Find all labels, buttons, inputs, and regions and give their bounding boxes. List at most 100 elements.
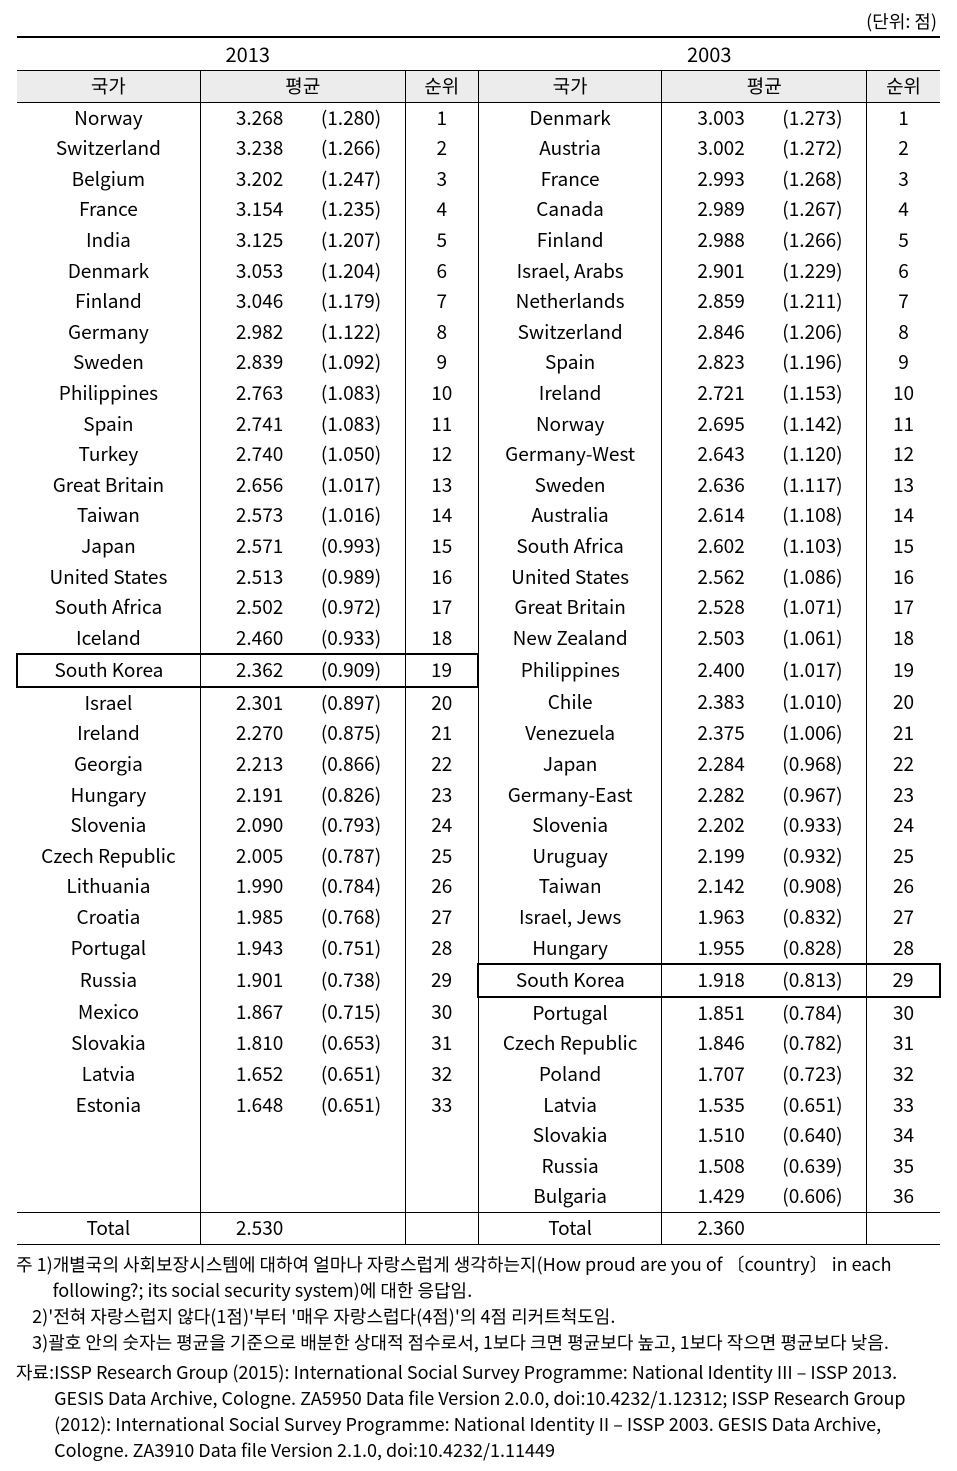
cell-2003-rel: (0.968) [759, 749, 867, 780]
cell-2013-mean: 2.005 [200, 841, 297, 872]
table-row: Norway3.268(1.280)1Denmark3.003(1.273)1 [17, 102, 940, 133]
total-row: Total 2.530 Total 2.360 [17, 1212, 940, 1244]
cell-2013-rank: 18 [405, 623, 478, 655]
cell-2003-rank: 14 [867, 500, 940, 531]
cell-2013-rel: (1.235) [297, 194, 405, 225]
col-rank-2003: 순위 [867, 71, 940, 103]
table-row: Japan2.571(0.993)15South Africa2.602(1.1… [17, 531, 940, 562]
cell-2003-country: United States [478, 562, 661, 593]
cell-2003-country: Spain [478, 347, 661, 378]
comparison-table: 2013 2003 국가 평균 순위 국가 평균 순위 Norway3.268(… [16, 36, 941, 1245]
cell-2003-mean: 1.955 [662, 933, 759, 965]
cell-2003-rel: (1.196) [759, 347, 867, 378]
table-row: Estonia1.648(0.651)33Latvia1.535(0.651)3… [17, 1090, 940, 1121]
cell-2003-rank: 4 [867, 194, 940, 225]
cell-2013-rank: 12 [405, 439, 478, 470]
cell-2013-rank: 14 [405, 500, 478, 531]
cell-2013-rel: (0.651) [297, 1090, 405, 1121]
cell-2013-rank: 2 [405, 133, 478, 164]
cell-2003-country: Denmark [478, 102, 661, 133]
cell-2003-rank: 12 [867, 439, 940, 470]
source-text: ISSP Research Group (2015): Internationa… [54, 1359, 941, 1463]
cell-2013-country: Taiwan [17, 500, 200, 531]
cell-2013-rel: (1.207) [297, 225, 405, 256]
cell-2003-mean: 2.988 [662, 225, 759, 256]
cell-2013-country: Finland [17, 286, 200, 317]
cell-2003-mean: 1.851 [662, 997, 759, 1029]
cell-2003-country: Israel, Jews [478, 902, 661, 933]
cell-2013-rank: 9 [405, 347, 478, 378]
table-row: South Africa2.502(0.972)17Great Britain2… [17, 592, 940, 623]
cell-2003-rel: (0.828) [759, 933, 867, 965]
cell-2013-rel: (0.751) [297, 933, 405, 965]
cell-2013-country: South Korea [17, 654, 200, 687]
cell-2003-mean: 2.383 [662, 687, 759, 719]
cell-2003-mean: 2.643 [662, 439, 759, 470]
cell-2003-country: Taiwan [478, 871, 661, 902]
cell-2013-rank: 10 [405, 378, 478, 409]
cell-2003-mean: 2.846 [662, 317, 759, 348]
cell-2013-mean: 2.362 [200, 654, 297, 687]
cell-2013-country: France [17, 194, 200, 225]
table-row: Czech Republic2.005(0.787)25Uruguay2.199… [17, 841, 940, 872]
cell-2013-country: Ireland [17, 718, 200, 749]
table-row: Belgium3.202(1.247)3France2.993(1.268)3 [17, 164, 940, 195]
table-row: United States2.513(0.989)16United States… [17, 562, 940, 593]
cell-2013-rel: (1.017) [297, 470, 405, 501]
cell-2003-country: Latvia [478, 1090, 661, 1121]
cell-2003-rank: 19 [867, 654, 940, 687]
cell-2003-mean: 2.199 [662, 841, 759, 872]
cell-2003-mean: 2.503 [662, 623, 759, 655]
cell-2013-mean: 2.191 [200, 780, 297, 811]
cell-2013-mean: 2.839 [200, 347, 297, 378]
cell-2003-rank: 18 [867, 623, 940, 655]
cell-2003-country: New Zealand [478, 623, 661, 655]
cell-2003-mean: 2.142 [662, 871, 759, 902]
cell-2003-rank: 27 [867, 902, 940, 933]
cell-2013-country: Germany [17, 317, 200, 348]
table-row: Russia1.508(0.639)35 [17, 1151, 940, 1182]
cell-2013-mean [200, 1120, 297, 1151]
cell-2003-mean: 2.993 [662, 164, 759, 195]
cell-2013-mean: 3.268 [200, 102, 297, 133]
cell-2003-mean: 1.429 [662, 1181, 759, 1212]
cell-2013-mean: 3.202 [200, 164, 297, 195]
cell-2013-mean: 2.090 [200, 810, 297, 841]
cell-2013-rank: 4 [405, 194, 478, 225]
cell-2013-rel: (1.179) [297, 286, 405, 317]
cell-2013-mean: 2.740 [200, 439, 297, 470]
cell-2003-mean: 2.859 [662, 286, 759, 317]
cell-2003-rel: (0.933) [759, 810, 867, 841]
table-row: Bulgaria1.429(0.606)36 [17, 1181, 940, 1212]
cell-2003-rank: 17 [867, 592, 940, 623]
table-row: Portugal1.943(0.751)28Hungary1.955(0.828… [17, 933, 940, 965]
cell-2003-rank: 28 [867, 933, 940, 965]
cell-2003-rel: (0.932) [759, 841, 867, 872]
cell-2013-country: South Africa [17, 592, 200, 623]
table-row: Israel2.301(0.897)20Chile2.383(1.010)20 [17, 687, 940, 719]
table-row: Turkey2.740(1.050)12Germany-West2.643(1.… [17, 439, 940, 470]
footnote-text: 괄호 안의 숫자는 평균을 기준으로 배분한 상대적 점수로서, 1보다 크면 … [48, 1329, 941, 1355]
cell-2013-rel: (0.933) [297, 623, 405, 655]
cell-2013-mean: 3.154 [200, 194, 297, 225]
cell-2013-rank: 29 [405, 964, 478, 997]
cell-2013-rank: 5 [405, 225, 478, 256]
cell-2003-rel: (0.640) [759, 1120, 867, 1151]
cell-2003-country: Netherlands [478, 286, 661, 317]
cell-2013-country: Slovakia [17, 1028, 200, 1059]
table-row: Slovakia1.510(0.640)34 [17, 1120, 940, 1151]
cell-2003-mean: 2.375 [662, 718, 759, 749]
total-label-left: Total [17, 1212, 200, 1244]
cell-2003-country: Ireland [478, 378, 661, 409]
cell-2003-country: Great Britain [478, 592, 661, 623]
cell-2003-country: Australia [478, 500, 661, 531]
cell-2013-country: Slovenia [17, 810, 200, 841]
cell-2013-mean: 2.571 [200, 531, 297, 562]
cell-2013-rank: 17 [405, 592, 478, 623]
cell-2003-country: Austria [478, 133, 661, 164]
cell-2013-country: Denmark [17, 256, 200, 287]
cell-2013-rel: (0.993) [297, 531, 405, 562]
cell-2013-rel: (1.280) [297, 102, 405, 133]
cell-2013-mean: 3.053 [200, 256, 297, 287]
table-row: Mexico1.867(0.715)30Portugal1.851(0.784)… [17, 997, 940, 1029]
